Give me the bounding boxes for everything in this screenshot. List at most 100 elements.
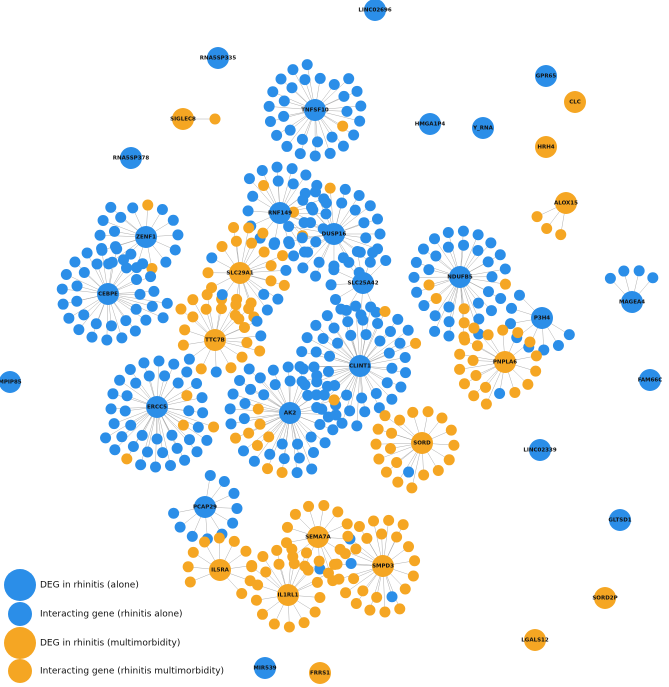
interacting-node <box>201 289 213 301</box>
interacting-node <box>482 329 494 341</box>
interacting-node <box>337 252 349 264</box>
interacting-node <box>328 264 340 276</box>
interacting-node <box>111 243 123 255</box>
node-label: AK2 <box>284 411 297 417</box>
interacting-node <box>273 558 285 570</box>
interacting-node <box>141 446 153 458</box>
interacting-node <box>443 330 455 342</box>
interacting-node <box>187 546 199 558</box>
interacting-node <box>633 265 645 277</box>
node-label: GLTSD1 <box>608 518 631 524</box>
interacting-node <box>333 573 345 585</box>
interacting-node <box>348 129 360 141</box>
interacting-node <box>468 390 480 402</box>
interacting-node <box>358 217 370 229</box>
interacting-node <box>618 265 630 277</box>
deg-node <box>524 629 546 651</box>
interacting-node <box>264 448 276 460</box>
interacting-node <box>157 312 169 324</box>
interacting-node <box>309 606 321 618</box>
interacting-node <box>283 621 295 633</box>
interacting-node <box>245 383 257 395</box>
interacting-node <box>230 432 242 444</box>
interacting-node <box>339 183 351 195</box>
interacting-node <box>288 558 300 570</box>
interacting-node <box>531 211 543 223</box>
interacting-node <box>258 389 270 401</box>
interacting-node <box>505 302 517 314</box>
interacting-node <box>454 363 466 375</box>
interacting-node <box>286 163 298 175</box>
deg-node <box>372 555 394 577</box>
interacting-node <box>246 561 258 573</box>
interacting-node <box>108 418 120 430</box>
interacting-node <box>101 334 113 346</box>
interacting-node <box>258 180 270 192</box>
node-label: CLINT1 <box>349 364 371 370</box>
interacting-node <box>324 182 336 194</box>
interacting-node <box>468 322 480 334</box>
interacting-node <box>145 271 157 283</box>
interacting-node <box>472 244 484 256</box>
interacting-node <box>191 446 203 458</box>
interacting-node <box>265 275 277 287</box>
interacting-node <box>225 362 237 374</box>
interacting-node <box>494 249 506 261</box>
interacting-node <box>332 506 344 518</box>
edges <box>62 64 653 627</box>
interacting-node <box>243 173 255 185</box>
interacting-node <box>318 500 330 512</box>
interacting-node <box>350 300 362 312</box>
interacting-node <box>391 531 403 543</box>
interacting-node <box>157 447 169 459</box>
interacting-node <box>403 466 415 478</box>
interacting-node <box>313 555 325 567</box>
interacting-node <box>148 285 160 297</box>
interacting-node <box>100 432 112 444</box>
interacting-node <box>335 303 347 315</box>
interacting-node <box>131 273 143 285</box>
interacting-node <box>473 313 485 325</box>
interacting-node <box>343 73 355 85</box>
interacting-node <box>410 337 422 349</box>
interacting-node <box>296 133 308 145</box>
interacting-node <box>297 262 309 274</box>
interacting-node <box>418 300 430 312</box>
interacting-node <box>316 403 328 415</box>
interacting-node <box>228 487 240 499</box>
legend-swatch <box>4 569 36 601</box>
deg-node <box>135 226 157 248</box>
interacting-node <box>410 256 422 268</box>
interacting-node <box>90 318 102 330</box>
interacting-node <box>470 369 482 381</box>
interacting-node <box>486 271 498 283</box>
interacting-node <box>282 361 294 373</box>
node-label: LINC02339 <box>523 448 556 454</box>
interacting-node <box>105 201 117 213</box>
interacting-node <box>231 502 243 514</box>
node-label: P3H4 <box>534 316 550 322</box>
interacting-node <box>254 372 266 384</box>
interacting-node <box>261 304 273 316</box>
interacting-node <box>230 235 242 247</box>
interacting-node <box>183 434 195 446</box>
interacting-node <box>96 242 108 254</box>
interacting-node <box>284 124 296 136</box>
interacting-node <box>78 266 90 278</box>
interacting-node <box>374 228 386 240</box>
interacting-node <box>216 289 228 301</box>
interacting-node <box>192 421 204 433</box>
interacting-node <box>448 439 460 451</box>
interacting-node <box>423 264 435 276</box>
interacting-node <box>284 375 296 387</box>
interacting-node <box>302 389 314 401</box>
deg-node <box>194 496 216 518</box>
interacting-node <box>272 175 284 187</box>
deg-node <box>349 355 371 377</box>
interacting-node <box>271 129 283 141</box>
interacting-node <box>293 452 305 464</box>
deg-node <box>364 0 386 21</box>
interacting-node <box>299 74 311 86</box>
interacting-node <box>353 189 365 201</box>
